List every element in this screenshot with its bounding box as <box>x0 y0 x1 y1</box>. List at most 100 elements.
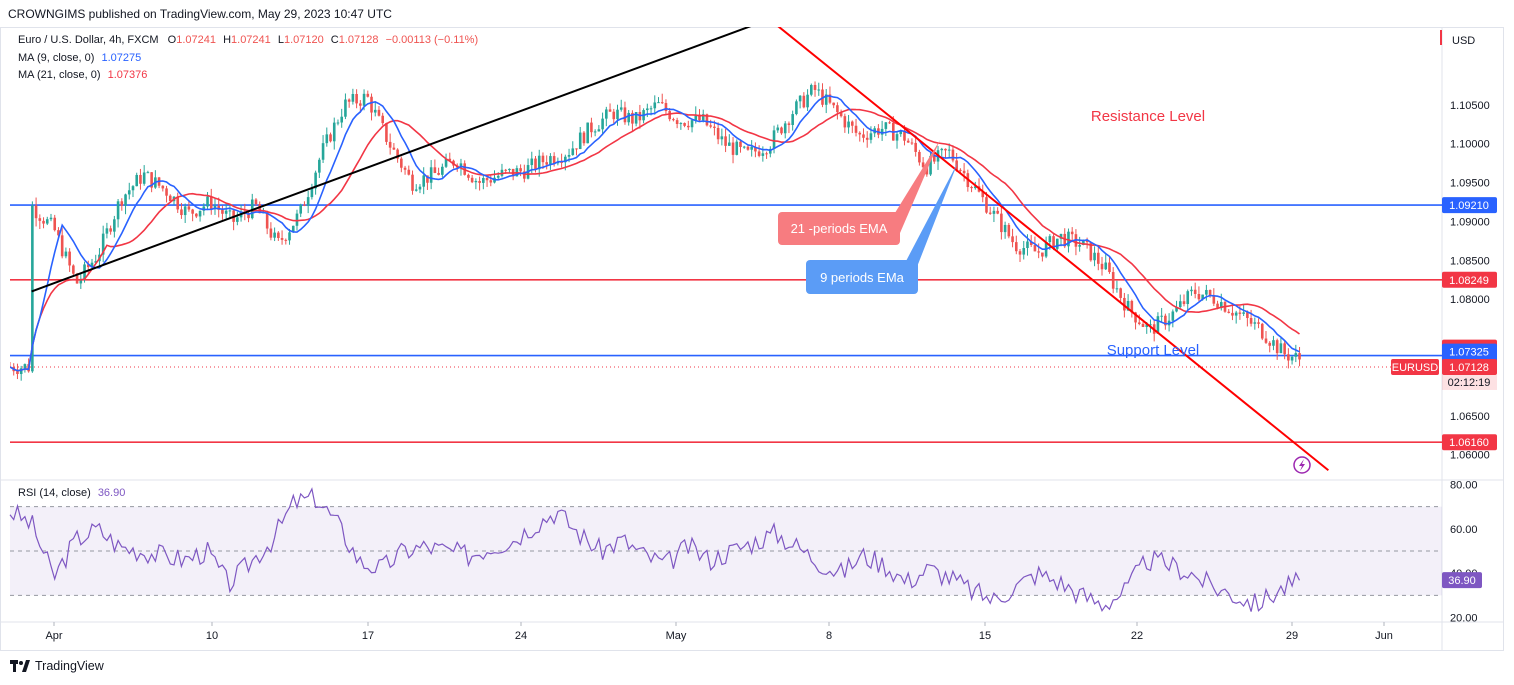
candle-body <box>854 125 858 133</box>
rsi-legend: RSI (14, close) 36.90 <box>18 487 125 499</box>
candle-body <box>385 123 388 142</box>
ma21-value: 1.07376 <box>107 69 148 81</box>
ohlc-open: 1.07241 <box>176 34 216 46</box>
candle-body <box>79 278 83 284</box>
ema21-callout-pointer <box>890 140 940 233</box>
candle-body <box>564 156 567 163</box>
ohlc-close: 1.07128 <box>338 34 379 46</box>
candle-body <box>962 170 966 174</box>
candle-body <box>377 109 381 116</box>
ema21-callout-text: 21 -periods EMA <box>791 221 888 236</box>
time-tick-label: Jun <box>1375 630 1393 642</box>
candle-body <box>742 146 746 148</box>
candle-body <box>351 93 355 102</box>
time-tick-label: 15 <box>979 630 991 642</box>
candle-body <box>593 131 597 133</box>
level-badge-bg <box>1442 434 1497 451</box>
tradingview-brand[interactable]: TradingView <box>10 659 104 673</box>
candle-body <box>724 136 727 146</box>
candle-body <box>1085 239 1089 243</box>
candle-body <box>530 158 534 166</box>
candle-body <box>478 180 481 183</box>
candle-body <box>1082 239 1085 246</box>
candle-body <box>16 371 19 375</box>
candle-body <box>765 153 768 155</box>
candle-body <box>299 204 303 214</box>
candle-body <box>739 141 742 147</box>
level-badge-bg <box>1442 197 1497 214</box>
candle-body <box>113 219 116 232</box>
trendline-rising <box>31 27 752 293</box>
candle-body <box>23 364 27 369</box>
candle-body <box>1022 248 1026 255</box>
candle-body <box>981 191 985 198</box>
candle-body <box>791 114 794 125</box>
candle-body <box>124 194 127 206</box>
candle-body <box>906 140 910 143</box>
candle-body <box>45 219 49 224</box>
time-tick-label: 17 <box>362 630 374 642</box>
candle-body <box>780 127 783 134</box>
candle-body <box>1033 244 1037 252</box>
ma21-label: MA (21, close, 0) <box>18 69 101 81</box>
candle-body <box>504 169 507 171</box>
time-tick-label: May <box>666 630 687 642</box>
candle-body <box>810 84 813 95</box>
ma21-legend: MA (21, close, 0) 1.07376 <box>18 69 147 81</box>
candle-body <box>146 172 150 174</box>
candle-body <box>813 84 817 90</box>
candle-body <box>1000 213 1003 233</box>
candle-body <box>49 217 53 220</box>
candle-body <box>414 189 418 191</box>
candle-body <box>832 102 835 106</box>
candle-body <box>57 230 60 236</box>
candle-body <box>362 93 366 106</box>
candle-body <box>176 196 180 210</box>
candle-body <box>1219 302 1223 309</box>
candle-body <box>1149 324 1152 326</box>
candle-body <box>366 93 370 97</box>
main-pane <box>10 27 1442 472</box>
candle-body <box>1063 233 1067 247</box>
symbol-name: Euro / U.S. Dollar, 4h, FXCM <box>18 34 159 46</box>
candle-body <box>690 120 694 128</box>
candle-body <box>1298 353 1301 360</box>
candle-body <box>101 233 105 255</box>
candle-body <box>426 175 429 183</box>
candle-body <box>1067 231 1070 247</box>
level-badge-bg <box>1442 271 1497 288</box>
candle-body <box>359 103 362 106</box>
ema9-callout-pointer <box>905 162 958 272</box>
candle-body <box>619 107 623 110</box>
candle-body <box>802 95 806 108</box>
candle-body <box>441 166 444 175</box>
candle-body <box>1246 312 1249 319</box>
trendline-falling <box>777 27 1329 472</box>
candle-body <box>373 109 377 113</box>
candle-body <box>731 142 735 155</box>
rsi-legend-value: 36.90 <box>97 487 126 499</box>
time-tick-label: 22 <box>1131 630 1143 642</box>
candle-body <box>86 264 90 268</box>
candle-body <box>1275 340 1279 354</box>
candle-body <box>1048 236 1052 243</box>
candle-body <box>582 132 586 144</box>
candle-body <box>161 185 165 189</box>
candle-body <box>254 199 258 205</box>
candle-body <box>291 225 295 233</box>
candle-body <box>90 262 94 268</box>
support-level-label: Support Level <box>1107 342 1200 359</box>
candle-body <box>508 168 511 171</box>
candle-body <box>761 153 765 156</box>
candle-body <box>325 134 329 144</box>
candle-body <box>321 143 325 160</box>
candle-body <box>221 209 224 214</box>
candle-body <box>932 155 936 162</box>
candle-body <box>198 210 202 217</box>
candle-body <box>206 196 209 207</box>
ohlc-change: −0.00113 (−0.11%) <box>385 34 479 46</box>
ma9-line <box>10 95 1300 372</box>
price-tick-label: 1.10000 <box>1450 139 1490 151</box>
candle-body <box>631 112 634 124</box>
